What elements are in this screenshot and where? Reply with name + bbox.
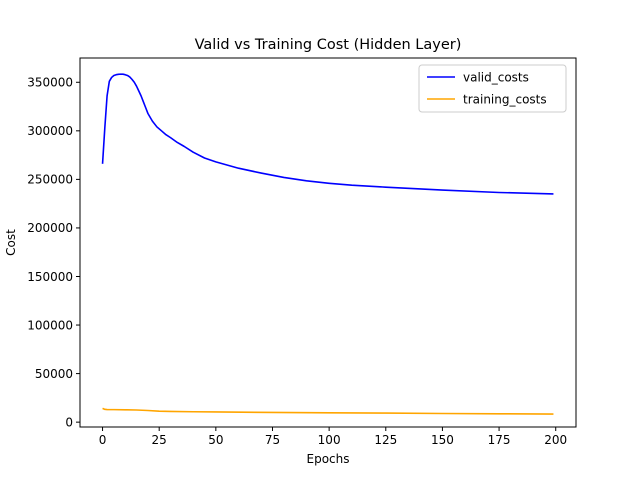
legend-label-training-costs: training_costs <box>463 92 547 106</box>
x-tick-label: 100 <box>318 433 341 447</box>
x-tick-label: 75 <box>265 433 280 447</box>
legend-box <box>418 64 567 113</box>
x-axis-ticks: 0 25 50 75 100 125 150 175 200 <box>99 427 567 447</box>
x-tick-label: 25 <box>152 433 167 447</box>
y-tick-label: 250000 <box>27 173 73 187</box>
x-axis-label: Epochs <box>307 452 350 466</box>
series-line-training-costs <box>102 407 554 415</box>
y-tick-label: 200000 <box>27 221 73 235</box>
axes-frame <box>79 57 577 428</box>
chart-title: Valid vs Training Cost (Hidden Layer) <box>195 37 462 53</box>
x-tick-label: 50 <box>208 433 223 447</box>
y-tick-label: 0 <box>65 415 73 429</box>
y-tick-label: 300000 <box>27 124 73 138</box>
x-tick-label: 175 <box>488 433 511 447</box>
series-line-valid-costs <box>101 73 554 195</box>
x-tick-label: 125 <box>374 433 397 447</box>
x-tick-label: 200 <box>544 433 567 447</box>
x-tick-label: 0 <box>99 433 107 447</box>
legend-label-valid-costs: valid_costs <box>463 70 529 84</box>
plot-area <box>101 73 554 415</box>
y-axis-ticks: 0 50000 100000 150000 200000 250000 300000 3500… <box>27 76 80 429</box>
y-axis-label: Cost <box>4 229 18 256</box>
y-tick-label: 350000 <box>27 76 73 90</box>
y-tick-label: 50000 <box>35 367 73 381</box>
legend: valid_costs training_costs <box>418 64 567 113</box>
y-tick-label: 100000 <box>27 318 73 332</box>
x-tick-label: 150 <box>431 433 454 447</box>
y-tick-label: 150000 <box>27 270 73 284</box>
